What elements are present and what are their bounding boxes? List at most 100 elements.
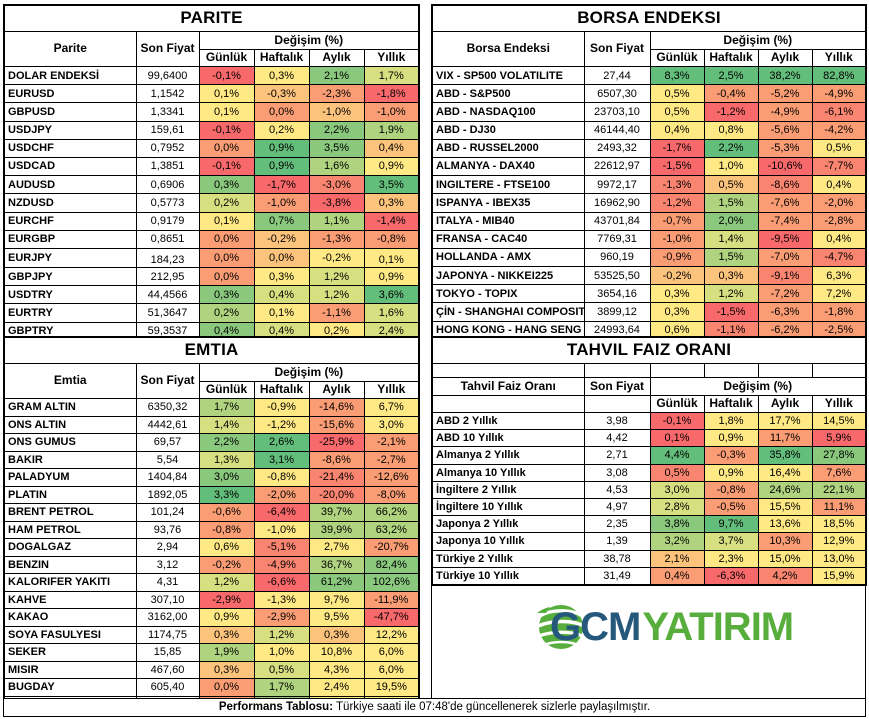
change-cell: -1,1% xyxy=(308,303,365,323)
change-cell: 0,7% xyxy=(253,211,310,231)
change-cell: 0,9% xyxy=(363,267,420,287)
price-cell: 2,71 xyxy=(583,446,651,465)
price-cell: 3,12 xyxy=(135,555,200,574)
row-label: INGILTERE - FTSE100 xyxy=(431,175,585,195)
column-header-price: Son Fiyat xyxy=(583,31,651,67)
row-label: ISPANYA - IBEX35 xyxy=(431,193,585,213)
change-cell: -10,6% xyxy=(757,156,813,177)
change-cell: 3,6% xyxy=(363,285,420,305)
change-cell: -6,3% xyxy=(703,566,759,586)
column-header-price: Son Fiyat xyxy=(135,363,200,399)
table-title: EMTIA xyxy=(3,336,420,364)
column-header-label: Tahvil Faiz Oranı xyxy=(431,377,585,396)
table-row: ONS ALTIN 4442,61 1,4% -1,2% -15,6% 3,0% xyxy=(3,415,420,434)
change-cell: 0,1% xyxy=(363,247,420,269)
change-cell: 0,1% xyxy=(253,303,310,323)
table-row: VIX - SP500 VOLATILITE 27,44 8,3% 2,5% 38,2%… xyxy=(431,65,867,86)
change-cell: -0,8% xyxy=(198,520,255,539)
change-cell: 8,3% xyxy=(649,65,705,86)
price-cell: 0,8651 xyxy=(135,229,200,249)
change-cell: -0,3% xyxy=(703,446,759,465)
table-row: ABD 2 Yıllık 3,98 -0,1% 1,8% 17,7% 14,5% xyxy=(431,411,867,431)
row-label: AUDUSD xyxy=(3,175,137,195)
table-row: ALMANYA - DAX40 22612,97 -1,5% 1,0% -10,6% -7… xyxy=(431,156,867,177)
change-cell: 0,2% xyxy=(198,193,255,213)
change-cell: 39,7% xyxy=(308,503,365,522)
table-row: USDCAD 1,3851 -0,1% 0,9% 1,6% 0,9% xyxy=(3,156,420,177)
change-cell: 7,6% xyxy=(811,463,867,482)
spacer-cell xyxy=(811,363,867,378)
price-cell: 3,98 xyxy=(583,411,651,431)
price-cell: 1174,75 xyxy=(135,625,200,644)
logo-text-gcm: GCM xyxy=(550,604,641,649)
change-cell: -3,0% xyxy=(308,175,365,195)
subheader-empty xyxy=(431,395,585,413)
table-row: INGILTERE - FTSE100 9972,17 -1,3% 0,5% -8,6%… xyxy=(431,175,867,195)
change-cell: -1,0% xyxy=(308,102,365,122)
change-cell: 0,0% xyxy=(198,267,255,287)
row-label: GRAM ALTIN xyxy=(3,398,137,417)
price-cell: 307,10 xyxy=(135,590,200,609)
change-cell: -2,0% xyxy=(811,193,867,213)
change-cell: -47,7% xyxy=(363,608,420,627)
change-cell: 38,2% xyxy=(757,65,813,86)
price-cell: 1404,84 xyxy=(135,468,200,487)
table-row: ABD 10 Yıllık 4,42 0,1% 0,9% 11,7% 5,9% xyxy=(431,429,867,448)
globe-icon xyxy=(536,605,586,649)
change-cell: 2,1% xyxy=(649,549,705,568)
change-cell: 2,2% xyxy=(198,433,255,452)
change-cell: 0,2% xyxy=(198,303,255,323)
change-cell: -25,9% xyxy=(308,433,365,452)
table-row: ISPANYA - IBEX35 16962,90 -1,2% 1,5% -7,6% -2… xyxy=(431,193,867,213)
column-header-change: Değişim (%) xyxy=(198,31,420,50)
change-cell: 0,9% xyxy=(703,463,759,482)
change-cell: 1,2% xyxy=(198,573,255,592)
column-header-period: Günlük xyxy=(198,49,255,67)
change-cell: -0,7% xyxy=(649,211,705,231)
price-cell: 9972,17 xyxy=(583,175,651,195)
change-cell: -4,9% xyxy=(253,555,310,574)
change-cell: 3,2% xyxy=(649,532,705,551)
column-header-period: Aylık xyxy=(308,49,365,67)
spacer-cell xyxy=(431,363,585,378)
change-cell: 102,6% xyxy=(363,573,420,592)
row-label: ITALYA - MIB40 xyxy=(431,211,585,231)
row-label: EURUSD xyxy=(3,84,137,104)
row-label: SOYA FASULYESI xyxy=(3,625,137,644)
change-cell: -21,4% xyxy=(308,468,365,487)
change-cell: -7,4% xyxy=(757,211,813,231)
change-cell: 1,7% xyxy=(198,398,255,417)
change-cell: 82,8% xyxy=(811,65,867,86)
change-cell: -2,7% xyxy=(363,450,420,469)
subheader-empty xyxy=(583,395,651,413)
change-cell: -5,3% xyxy=(757,138,813,158)
change-cell: 0,1% xyxy=(198,102,255,122)
change-cell: -0,1% xyxy=(198,120,255,140)
change-cell: 0,4% xyxy=(649,566,705,586)
change-cell: 7,2% xyxy=(811,284,867,304)
change-cell: 1,0% xyxy=(253,643,310,662)
table-row: EURTRY 51,3647 0,2% 0,1% -1,1% 1,6% xyxy=(3,303,420,323)
row-label: ONS GUMUS xyxy=(3,433,137,452)
change-cell: -1,0% xyxy=(253,193,310,213)
change-cell: 1,0% xyxy=(703,156,759,177)
column-header-period: Aylık xyxy=(757,395,813,413)
row-label: Almanya 10 Yıllık xyxy=(431,463,585,482)
change-cell: 15,0% xyxy=(757,549,813,568)
change-cell: -6,4% xyxy=(253,503,310,522)
change-cell: 1,5% xyxy=(703,193,759,213)
change-cell: 13,0% xyxy=(811,549,867,568)
price-cell: 53525,50 xyxy=(583,266,651,286)
change-cell: 3,0% xyxy=(363,415,420,434)
row-label: İngiltere 2 Yıllık xyxy=(431,480,585,499)
row-label: Türkiye 10 Yıllık xyxy=(431,566,585,586)
change-cell: -7,6% xyxy=(757,193,813,213)
change-cell: 6,0% xyxy=(363,660,420,679)
price-cell: 2,35 xyxy=(583,515,651,534)
row-label: BRENT PETROL xyxy=(3,503,137,522)
change-cell: -4,9% xyxy=(811,84,867,104)
change-cell: 1,7% xyxy=(253,678,310,697)
change-cell: -0,9% xyxy=(253,398,310,417)
table-row: ABD - RUSSEL2000 2493,32 -1,7% 2,2% -5,3% 0,5… xyxy=(431,138,867,158)
change-cell: -2,1% xyxy=(363,433,420,452)
